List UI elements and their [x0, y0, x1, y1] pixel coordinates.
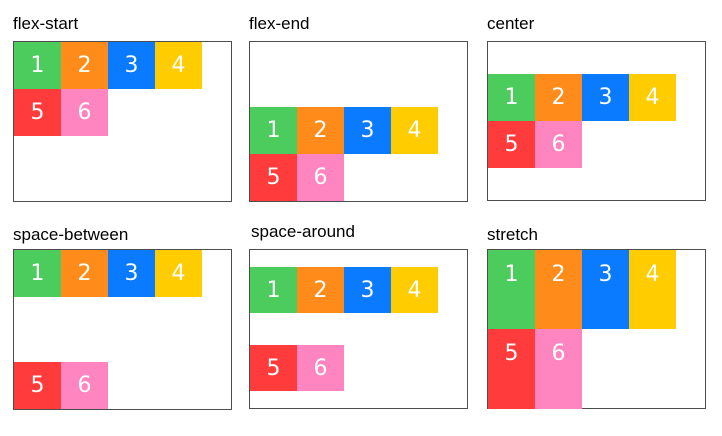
flex-item-3: 3 — [108, 42, 155, 89]
flex-container: 1 2 3 4 5 6 — [13, 41, 232, 202]
flex-item-6: 6 — [535, 121, 582, 168]
panel-title: flex-start — [13, 14, 79, 33]
panel-title: space-around — [251, 222, 355, 241]
flex-item-4: 4 — [629, 74, 676, 121]
flex-item-3: 3 — [582, 74, 629, 121]
flex-container: 1 2 3 4 5 6 — [249, 41, 468, 202]
flex-item-1: 1 — [250, 107, 297, 154]
flex-container: 1 2 3 4 5 6 — [487, 249, 706, 409]
flex-container: 1 2 3 4 5 6 — [249, 249, 468, 409]
flex-item-1: 1 — [488, 250, 535, 329]
flex-item-5: 5 — [14, 362, 61, 409]
flex-item-5: 5 — [488, 329, 535, 409]
panel-title: flex-end — [249, 14, 310, 33]
flex-item-6: 6 — [61, 362, 108, 409]
flex-item-2: 2 — [297, 267, 344, 313]
flex-item-1: 1 — [14, 250, 61, 297]
flex-item-4: 4 — [629, 250, 676, 329]
flex-item-4: 4 — [155, 42, 202, 89]
panel-title: space-between — [13, 225, 129, 244]
panel-title: center — [487, 14, 535, 33]
flex-item-6: 6 — [535, 329, 582, 409]
flex-item-2: 2 — [535, 250, 582, 329]
flex-item-1: 1 — [14, 42, 61, 89]
flex-item-2: 2 — [61, 42, 108, 89]
flex-item-4: 4 — [391, 267, 438, 313]
flex-item-3: 3 — [344, 107, 391, 154]
flex-item-2: 2 — [297, 107, 344, 154]
flex-item-3: 3 — [344, 267, 391, 313]
flex-item-6: 6 — [61, 89, 108, 136]
flex-item-5: 5 — [14, 89, 61, 136]
flex-item-3: 3 — [108, 250, 155, 297]
flex-item-6: 6 — [297, 154, 344, 201]
flex-item-5: 5 — [488, 121, 535, 168]
flex-item-4: 4 — [391, 107, 438, 154]
flex-item-1: 1 — [488, 74, 535, 121]
flex-item-2: 2 — [535, 74, 582, 121]
flex-item-3: 3 — [582, 250, 629, 329]
flex-container: 1 2 3 4 5 6 — [487, 41, 706, 201]
flex-item-5: 5 — [250, 154, 297, 201]
flex-item-5: 5 — [250, 345, 297, 391]
flex-container: 1 2 3 4 5 6 — [13, 249, 232, 410]
flex-item-4: 4 — [155, 250, 202, 297]
flex-item-6: 6 — [297, 345, 344, 391]
panel-title: stretch — [487, 225, 539, 244]
flex-item-1: 1 — [250, 267, 297, 313]
flex-item-2: 2 — [61, 250, 108, 297]
